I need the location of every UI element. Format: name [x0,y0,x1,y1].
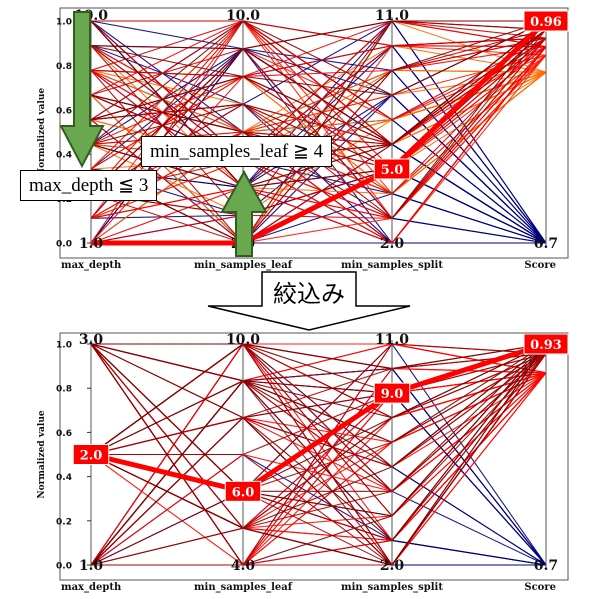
highlight-line [90,341,547,494]
axis-min-label: 2.0 [380,236,405,252]
y-tick-label: 0.6 [56,106,72,116]
data-line [90,20,547,195]
axis-name: min_samples_split [341,582,443,593]
up-arrow-icon [220,169,268,257]
y-tick-label: 0.0 [56,240,72,250]
data-line [90,20,547,121]
y-tick-label: 0.6 [56,429,72,439]
y-tick-label: 0.4 [56,473,72,483]
axis-name: min_samples_leaf [194,260,293,271]
axis-min-label: 0.7 [534,558,558,574]
axis-min-label: 0.7 [534,236,558,252]
min-samples-leaf-filter-label: min_samples_leaf ≧ 4 [141,136,333,167]
axis-max-label: 10.0 [226,8,260,24]
data-line [90,37,547,220]
highlight-value-label: 0.96 [530,15,562,30]
y-tick-label: 0.2 [56,517,72,527]
y-tick-label: 0.8 [56,62,72,72]
highlight-value-box [72,444,110,465]
data-line [90,353,547,456]
axis-name: Score [524,582,556,593]
data-line [91,343,547,370]
highlight-value-label: 9.0 [381,387,404,402]
axis-min-label: 2.0 [380,558,405,574]
axis-min-label: 1.0 [79,558,104,574]
highlight-value-label: 6.0 [232,485,255,500]
axis-name: min_samples_split [341,260,443,271]
max-depth-filter-label: max_depth ≦ 3 [20,170,158,201]
down-arrow-icon [59,11,105,169]
data-line [90,20,547,145]
narrow-down-arrow-icon [207,271,411,331]
highlight-value-box [224,480,262,502]
data-line [90,20,547,161]
y-tick-label: 0.8 [56,385,72,395]
data-line [90,54,547,244]
highlight-value-label: 2.0 [80,449,103,464]
y-axis-label: Normalized value [37,88,47,176]
data-line [90,29,547,216]
data-line [90,69,547,244]
data-line [90,343,547,566]
data-line [90,20,547,195]
axis-max-label: 11.0 [375,8,409,24]
data-line [90,20,546,244]
axis-name: min_samples_leaf [194,582,293,593]
axis-min-label: 4.0 [231,558,256,574]
axis-max-label: 10.0 [226,332,260,348]
highlight-value-box [373,382,411,404]
narrow-label: 絞込み [273,280,345,308]
y-tick-label: 1.0 [56,18,72,28]
y-tick-label: 1.0 [56,341,72,351]
axis-name: max_depth [61,582,122,593]
highlight-value-box [373,158,411,180]
highlight-line [91,19,548,246]
highlight-value-box [523,10,569,32]
highlight-value-label: 5.0 [381,163,404,178]
highlight-value-box [523,333,569,355]
axis-min-label: 1.0 [79,236,104,252]
axis-max-label: 11.0 [375,332,409,348]
axis-name: max_depth [61,260,122,271]
data-line [90,46,547,244]
data-line [90,20,547,145]
highlight-value-label: 0.93 [530,338,562,353]
axis-max-label: 3.0 [79,332,104,348]
data-line [90,20,547,220]
data-line [90,343,547,566]
axis-name: Score [524,260,556,271]
data-line [90,343,547,542]
y-tick-label: 0.0 [56,562,72,572]
y-axis-label: Normalized value [37,410,47,498]
y-tick-label: 0.4 [56,151,72,161]
chart-bottom: 0.0 0.2 0.4 0.6 0.8 1.0 Normalized value max_de… [37,332,569,593]
data-line [90,45,547,133]
